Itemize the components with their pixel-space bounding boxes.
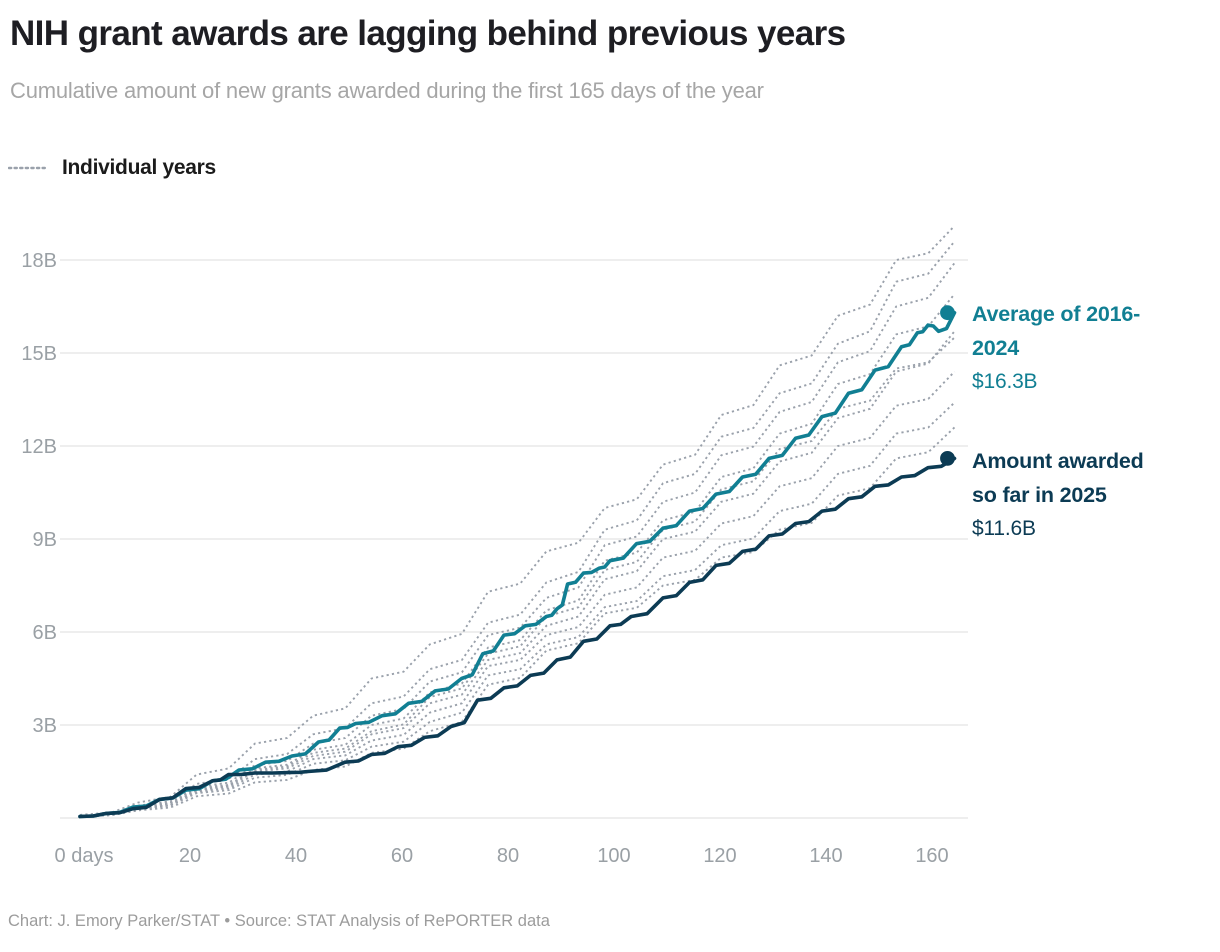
x-tick-label: 80 xyxy=(497,845,519,867)
individual-year-line xyxy=(79,401,956,818)
current-endpoint-dot xyxy=(940,451,955,466)
x-tick-label: 120 xyxy=(703,845,736,867)
individual-year-line xyxy=(79,262,956,818)
individual-year-line xyxy=(79,240,956,818)
individual-year-line xyxy=(79,370,956,818)
chart-legend: Individual years xyxy=(8,156,216,180)
individual-year-line xyxy=(79,336,956,818)
page-title: NIH grant awards are lagging behind prev… xyxy=(10,14,846,53)
y-tick-label: 9B xyxy=(33,529,57,551)
page-subtitle: Cumulative amount of new grants awarded … xyxy=(10,78,764,103)
annotation-current-line2: so far in 2025 xyxy=(972,483,1107,507)
x-tick-label: 20 xyxy=(179,845,201,867)
individual-year-line xyxy=(79,330,956,818)
x-tick-label: 160 xyxy=(915,845,948,867)
average-endpoint-dot xyxy=(940,305,955,321)
x-tick-label: 0 days xyxy=(55,845,114,867)
annotation-average: Average of 2016- 2024 $16.3B xyxy=(972,297,1218,399)
average-line xyxy=(78,310,957,819)
x-tick-label: 100 xyxy=(597,845,630,867)
x-tick-label: 40 xyxy=(285,845,307,867)
chart-credit: Chart: J. Emory Parker/STAT • Source: ST… xyxy=(8,912,550,930)
dotted-line-icon xyxy=(8,166,48,170)
y-tick-label: 12B xyxy=(21,436,57,458)
annotation-current-value: $11.6B xyxy=(972,517,1036,540)
y-tick-label: 15B xyxy=(21,343,57,365)
x-tick-label: 140 xyxy=(809,845,842,867)
annotation-average-value: $16.3B xyxy=(972,370,1038,393)
individual-year-line xyxy=(79,225,956,816)
y-tick-label: 3B xyxy=(33,715,57,737)
annotation-current: Amount awarded so far in 2025 $11.6B xyxy=(972,444,1218,546)
y-tick-label: 18B xyxy=(21,250,57,272)
x-tick-label: 60 xyxy=(391,845,413,867)
annotation-current-line1: Amount awarded xyxy=(972,449,1144,473)
y-tick-label: 6B xyxy=(33,622,57,644)
individual-year-line xyxy=(79,293,956,818)
current-line xyxy=(78,456,957,819)
legend-label: Individual years xyxy=(62,156,216,179)
annotation-average-line1: Average of 2016- xyxy=(972,302,1141,326)
individual-year-line xyxy=(79,426,956,818)
annotation-average-line2: 2024 xyxy=(972,336,1020,360)
